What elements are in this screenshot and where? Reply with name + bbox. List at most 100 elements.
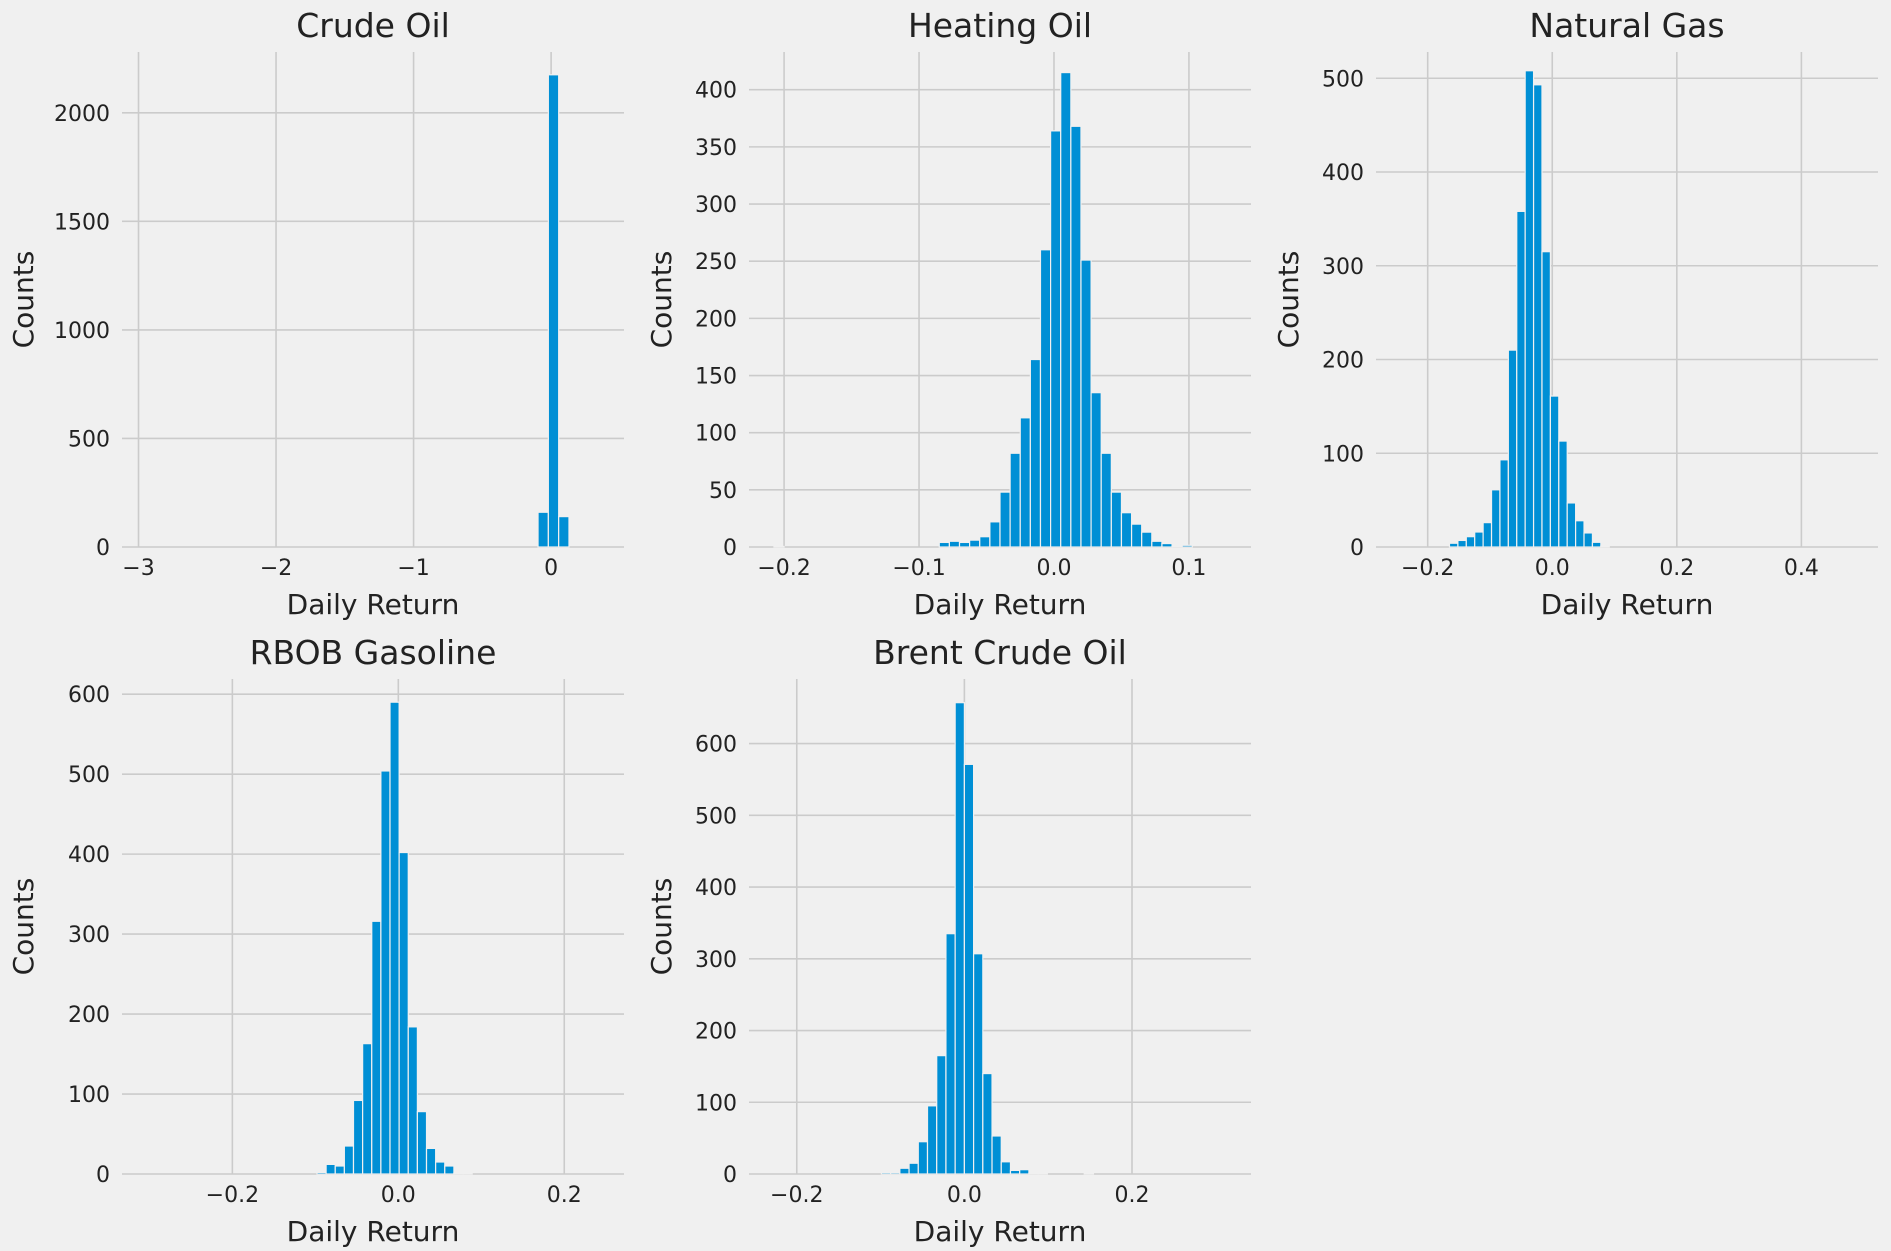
- chart-5-x-axis-label: Daily Return: [914, 1215, 1087, 1248]
- chart-2-bar: [773, 545, 785, 548]
- chart-4-y-tick-label: 200: [68, 1003, 110, 1028]
- chart-1-x-tick-label: 0: [544, 556, 558, 581]
- chart-5-bar: [899, 1167, 910, 1175]
- chart-4-bar: [316, 1171, 327, 1175]
- chart-3-bar: [1507, 349, 1518, 548]
- chart-4-bar: [352, 1099, 364, 1175]
- chart-5-bar: [1009, 1169, 1021, 1175]
- chart-2-y-tick-label: 400: [695, 79, 737, 104]
- chart-5-y-tick-label: 200: [695, 1020, 737, 1045]
- chart-4-bar: [425, 1147, 437, 1175]
- chart-2-x-tick-label: 0.0: [1036, 556, 1071, 581]
- chart-5-x-tick-label: 0.0: [947, 1183, 982, 1208]
- chart-2-bar: [1090, 392, 1102, 548]
- chart-1-y-axis-label: Counts: [7, 251, 40, 349]
- chart-2-x-tick-label: −0.2: [757, 556, 810, 581]
- chart-5-bar: [982, 1072, 993, 1175]
- chart-3-y-tick-label: 300: [1322, 255, 1364, 280]
- chart-5-bar: [880, 1171, 892, 1175]
- chart-5-bar: [954, 702, 965, 1175]
- chart-2-bar: [948, 540, 961, 548]
- chart-4-y-tick-label: 500: [68, 763, 110, 788]
- chart-2-y-tick-label: 350: [695, 136, 737, 161]
- chart-2-bar: [1100, 452, 1112, 548]
- chart-2-bar: [1120, 512, 1133, 548]
- chart-3-x-tick-label: 0.2: [1659, 556, 1694, 581]
- chart-4-x-tick-label: −0.2: [206, 1183, 259, 1208]
- chart-1-bar: [537, 511, 549, 548]
- chart-3-y-tick-label: 0: [1350, 536, 1364, 561]
- chart-1-bar: [547, 74, 560, 548]
- chart-5-bar: [1028, 1172, 1039, 1175]
- chart-4-bar: [398, 851, 409, 1175]
- chart-3-bar: [1474, 531, 1484, 548]
- chart-2-y-tick-label: 300: [695, 193, 737, 218]
- chart-5-x-tick-label: −0.2: [770, 1183, 823, 1208]
- chart-5-bar: [945, 933, 956, 1175]
- chart-3-bar: [1532, 84, 1543, 548]
- chart-3-bar: [1490, 489, 1501, 548]
- chart-3-bar: [1549, 395, 1560, 548]
- chart-2-bar: [1039, 249, 1052, 548]
- chart-2-bar: [1050, 130, 1062, 548]
- chart-4-y-axis-label: Counts: [7, 878, 40, 976]
- chart-2-y-axis-label: Counts: [645, 251, 678, 349]
- chart-5-y-tick-label: 300: [695, 948, 737, 973]
- chart-5-y-tick-label: 100: [695, 1091, 737, 1116]
- chart-2-bar: [1019, 417, 1031, 548]
- chart-2-bar: [1110, 491, 1123, 548]
- chart-2-x-tick-label: 0.1: [1171, 556, 1206, 581]
- chart-1-y-tick-label: 1500: [54, 210, 110, 235]
- chart-5-bar: [973, 953, 984, 1175]
- chart-5-y-axis-label: Counts: [645, 878, 678, 976]
- chart-2-title: Heating Oil: [908, 6, 1092, 45]
- chart-4-bar: [362, 1043, 373, 1175]
- chart-1-x-tick-label: −1: [397, 556, 429, 581]
- chart-5-title: Brent Crude Oil: [873, 633, 1127, 672]
- chart-3-bar: [1457, 539, 1467, 548]
- chart-5-bar: [1037, 1172, 1048, 1175]
- chart-3-bar: [1448, 542, 1459, 548]
- chart-5-bar: [963, 763, 975, 1175]
- chart-2-x-axis-label: Daily Return: [914, 588, 1087, 621]
- chart-3-y-tick-label: 400: [1322, 161, 1364, 186]
- chart-2-bar: [1070, 125, 1082, 548]
- chart-4-bar: [325, 1163, 336, 1175]
- chart-5-bar: [1019, 1169, 1030, 1175]
- chart-2-bar: [938, 541, 950, 548]
- chart-5-bar: [890, 1171, 901, 1175]
- chart-4-bar: [416, 1111, 428, 1175]
- chart-2-bar: [1060, 71, 1072, 548]
- chart-5-bar: [936, 1055, 947, 1175]
- chart-3-y-tick-label: 200: [1322, 349, 1364, 374]
- chart-2-y-tick-label: 100: [695, 422, 737, 447]
- chart-2-bar: [969, 539, 981, 548]
- chart-2-bar: [1181, 544, 1193, 548]
- chart-2-bar: [1029, 358, 1042, 548]
- chart-3-x-tick-label: 0.0: [1535, 556, 1570, 581]
- chart-2-y-tick-label: 200: [695, 307, 737, 332]
- chart-5-y-tick-label: 400: [695, 876, 737, 901]
- chart-4-bar: [334, 1165, 345, 1175]
- chart-4-bar: [371, 920, 382, 1175]
- chart-5-bar: [991, 1135, 1002, 1175]
- chart-5-bar: [926, 1105, 938, 1175]
- chart-3-bar: [1566, 502, 1577, 548]
- chart-3-bar: [1591, 541, 1602, 548]
- chart-5-bar: [917, 1141, 929, 1175]
- chart-4-bar: [453, 1172, 464, 1175]
- chart-1-title: Crude Oil: [296, 6, 450, 45]
- chart-3-bar: [1499, 459, 1509, 548]
- chart-5-x-tick-label: 0.2: [1114, 1183, 1149, 1208]
- chart-3-bar: [1583, 532, 1594, 548]
- chart-4-bar: [380, 770, 391, 1175]
- chart-5-bar: [908, 1162, 919, 1175]
- chart-3-bar: [1465, 536, 1476, 548]
- chart-2-y-tick-label: 250: [695, 250, 737, 275]
- chart-2-bar: [1009, 452, 1021, 548]
- chart-3-bar: [1600, 545, 1610, 548]
- chart-2-x-tick-label: −0.1: [892, 556, 945, 581]
- chart-3-bar: [1516, 210, 1526, 548]
- chart-3-x-axis-label: Daily Return: [1541, 588, 1714, 621]
